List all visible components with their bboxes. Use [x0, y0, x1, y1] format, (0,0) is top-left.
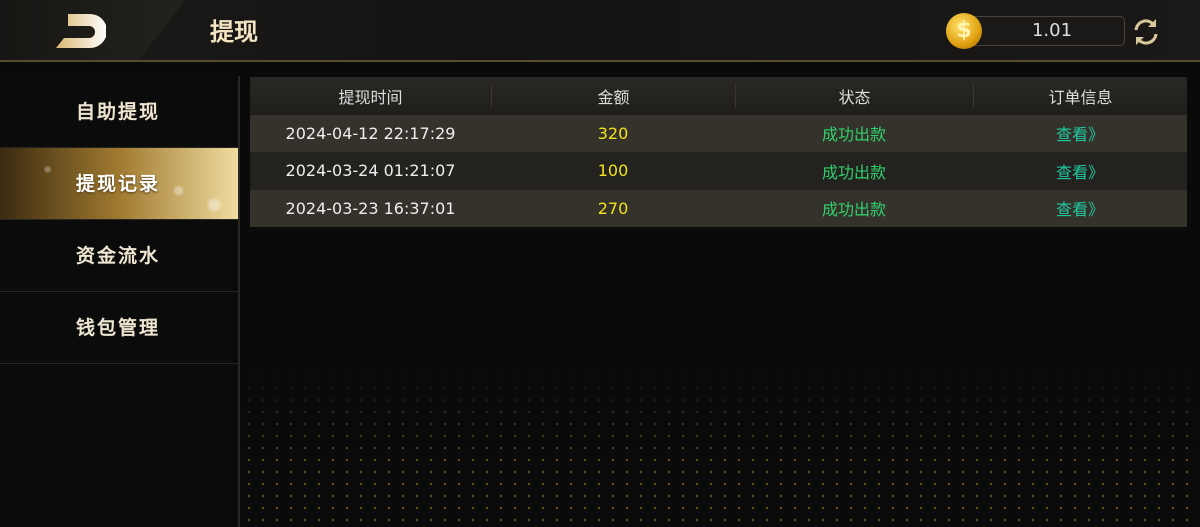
column-header: 金额 [491, 83, 735, 108]
sidebar-item-withdraw-records[interactable]: 提现记录 [0, 148, 238, 220]
withdraw-amount: 270 [597, 198, 629, 218]
table-row: 2024-03-23 16:37:01 270 成功出款 查看》 [250, 189, 1187, 227]
withdraw-time: 2024-04-12 22:17:29 [285, 123, 456, 143]
refresh-icon[interactable] [1130, 16, 1162, 48]
back-button[interactable] [0, 0, 185, 60]
sidebar: 自助提现 提现记录 资金流水 钱包管理 [0, 76, 240, 527]
column-header: 订单信息 [973, 83, 1187, 108]
view-order-link[interactable]: 查看》 [1055, 125, 1104, 145]
withdraw-time: 2024-03-23 16:37:01 [285, 198, 456, 218]
sidebar-item-self-withdraw[interactable]: 自助提现 [0, 76, 238, 148]
column-header: 状态 [735, 83, 973, 108]
header: 提现 1.01 $ [0, 0, 1200, 62]
sidebar-item-wallet-management[interactable]: 钱包管理 [0, 292, 238, 364]
table-header: 提现时间 金额 状态 订单信息 [250, 77, 1187, 115]
back-icon [56, 14, 106, 48]
withdraw-time: 2024-03-24 01:21:07 [285, 161, 456, 181]
column-header: 提现时间 [338, 87, 403, 107]
table-row: 2024-03-24 01:21:07 100 成功出款 查看》 [250, 152, 1187, 190]
balance-display: 1.01 [965, 16, 1125, 46]
withdraw-status: 成功出款 [821, 162, 886, 182]
withdraw-status: 成功出款 [821, 125, 886, 145]
withdraw-records-table: 提现时间 金额 状态 订单信息 2024-04-12 22:17:29 320 … [250, 77, 1187, 227]
withdraw-amount: 320 [597, 123, 629, 143]
withdraw-status: 成功出款 [821, 200, 886, 220]
view-order-link[interactable]: 查看》 [1055, 200, 1104, 220]
background-dots [242, 370, 1200, 527]
table-row: 2024-04-12 22:17:29 320 成功出款 查看》 [250, 114, 1187, 152]
sidebar-item-fund-flow[interactable]: 资金流水 [0, 220, 238, 292]
withdraw-amount: 100 [597, 161, 629, 181]
view-order-link[interactable]: 查看》 [1055, 162, 1104, 182]
page-title: 提现 [210, 18, 258, 46]
dollar-coin-icon: $ [946, 13, 982, 49]
